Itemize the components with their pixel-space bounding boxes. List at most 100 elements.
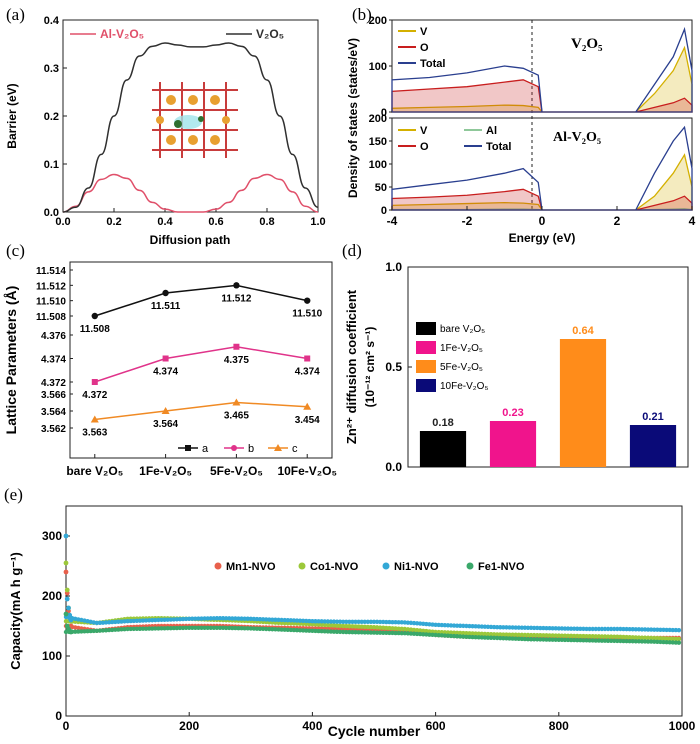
d-bar-label-10fe-v-o: 0.21 (642, 411, 663, 423)
panel-b-plot (391, 26, 693, 211)
e-point-fe1-nvo (214, 625, 220, 630)
e-point-ni1-nvo (211, 616, 217, 621)
e-point-fe1-nvo (273, 627, 278, 632)
e-point-co1-nvo (630, 635, 635, 640)
e-point-co1-nvo (556, 633, 561, 638)
c-point-c (303, 402, 312, 410)
e-point-fe1-nvo (159, 626, 164, 631)
e-point-co1-nvo (587, 634, 592, 639)
e-point-ni1-nvo (131, 618, 136, 624)
b-bot-legend-label-total: Total (486, 141, 511, 153)
e-point-ni1-nvo (300, 618, 306, 624)
e-point-fe1-nvo (171, 625, 176, 631)
e-point-fe1-nvo (128, 626, 133, 632)
e-point-co1-nvo (676, 636, 682, 642)
e-point-fe1-nvo (633, 639, 638, 644)
a-xtick-label: 0.6 (208, 216, 223, 228)
b-top-legend-label-o: O (420, 42, 429, 54)
c-ytick-label: 4.374 (41, 355, 66, 366)
e-point-ni1-nvo (384, 619, 389, 625)
a-xtick-label: 0.2 (106, 216, 121, 228)
e-point-fe1-nvo (319, 628, 324, 634)
c-point-c (232, 398, 241, 406)
e-point-ni1-nvo (319, 619, 324, 624)
e-point-fe1-nvo (291, 627, 297, 633)
e-point-ni1-nvo (205, 616, 210, 621)
e-point-fe1-nvo (627, 638, 632, 644)
panel-label-c: (c) (6, 241, 25, 260)
e-point-fe1-nvo (220, 625, 226, 631)
b-top-legend-label-total: Total (420, 58, 445, 70)
e-point-fe1-nvo (649, 639, 654, 644)
e-point-ni1-nvo (485, 624, 491, 630)
e-point-fe1-nvo (180, 625, 186, 631)
e-point-ni1-nvo (347, 619, 352, 624)
b-ytick-label: 50 (375, 182, 387, 194)
c-data-label-c: 3.563 (82, 428, 107, 439)
e-point-ni1-nvo (337, 619, 343, 624)
c-data-label-a: 11.512 (221, 293, 251, 304)
e-point-fe1-nvo (285, 627, 290, 633)
e-point-ni1-nvo (396, 620, 401, 625)
e-point-fe1-nvo (73, 629, 78, 634)
e-point-fe1-nvo (279, 627, 284, 632)
e-point-fe1-nvo (541, 637, 546, 642)
e-point-fe1-nvo (393, 630, 398, 636)
e-point-fe1-nvo (565, 637, 571, 643)
e-point-ni1-nvo (196, 616, 201, 621)
e-point-co1-nvo (479, 631, 484, 636)
e-point-ni1-nvo (624, 626, 629, 632)
e-point-ni1-nvo (612, 626, 617, 632)
e-point-ni1-nvo (313, 619, 318, 624)
e-point-co1-nvo (359, 624, 364, 629)
e-point-ni1-nvo (627, 626, 632, 632)
e-xtick-label: 0 (63, 719, 70, 733)
e-point-ni1-nvo (248, 616, 253, 621)
e-point-ni1-nvo (454, 623, 460, 628)
e-point-ni1-nvo (479, 624, 484, 629)
e-point-co1-nvo (451, 630, 457, 635)
e-point-ni1-nvo (276, 617, 281, 623)
e-point-co1-nvo (538, 633, 543, 638)
panel-d: 0.0 0.5 1.0 0.18 0.23 0.64 0.21 bare V₂O₅ 1Fe-V₂… (344, 260, 689, 474)
e-point-fe1-nvo (562, 637, 568, 643)
e-point-fe1-nvo (202, 625, 207, 630)
e-point-fe1-nvo (479, 635, 484, 640)
e-point-ni1-nvo (220, 616, 226, 621)
e-point-co1-nvo (667, 636, 672, 641)
e-point-fe1-nvo (264, 626, 269, 632)
e-point-co1-nvo (590, 634, 595, 639)
a-series-al-v-o (62, 173, 319, 213)
c-legend-marker-c (274, 444, 282, 451)
e-point-ni1-nvo (362, 619, 367, 624)
e-point-co1-nvo (482, 631, 488, 637)
e-legend-marker-mn1-nvo (214, 562, 222, 570)
e-legend-marker-co1-nvo (298, 562, 306, 570)
e-point-ni1-nvo (544, 625, 549, 631)
e-point-ni1-nvo (451, 623, 457, 628)
e-point-co1-nvo (581, 633, 586, 639)
e-point-co1-nvo (519, 632, 525, 638)
e-point-fe1-nvo (673, 640, 679, 645)
panel-a-lines (62, 42, 319, 213)
e-point-ni1-nvo (605, 626, 611, 632)
e-point-fe1-nvo (245, 626, 250, 631)
e-point-ni1-nvo (381, 619, 386, 625)
e-point-ni1-nvo (199, 616, 204, 621)
d-legend-swatch-5fe-v-o (416, 360, 436, 373)
e-point-ni1-nvo (491, 624, 497, 630)
e-ytick-label: 300 (42, 529, 62, 543)
e-point-ni1-nvo (639, 627, 645, 632)
e-point-co1-nvo (347, 624, 352, 629)
e-point-ni1-nvo (368, 619, 374, 624)
e-series-ni1-nvo (63, 533, 682, 633)
e-point-fe1-nvo (485, 635, 491, 640)
e-point-co1-nvo (627, 634, 632, 640)
b-ytick-label: 200 (369, 15, 387, 27)
e-point-ni1-nvo (476, 624, 481, 629)
e-point-ni1-nvo (356, 619, 361, 624)
inset-vanadium-atoms (156, 95, 230, 145)
e-point-ni1-nvo (168, 617, 173, 622)
e-point-ni1-nvo (587, 626, 592, 632)
e-point-ni1-nvo (150, 618, 155, 623)
